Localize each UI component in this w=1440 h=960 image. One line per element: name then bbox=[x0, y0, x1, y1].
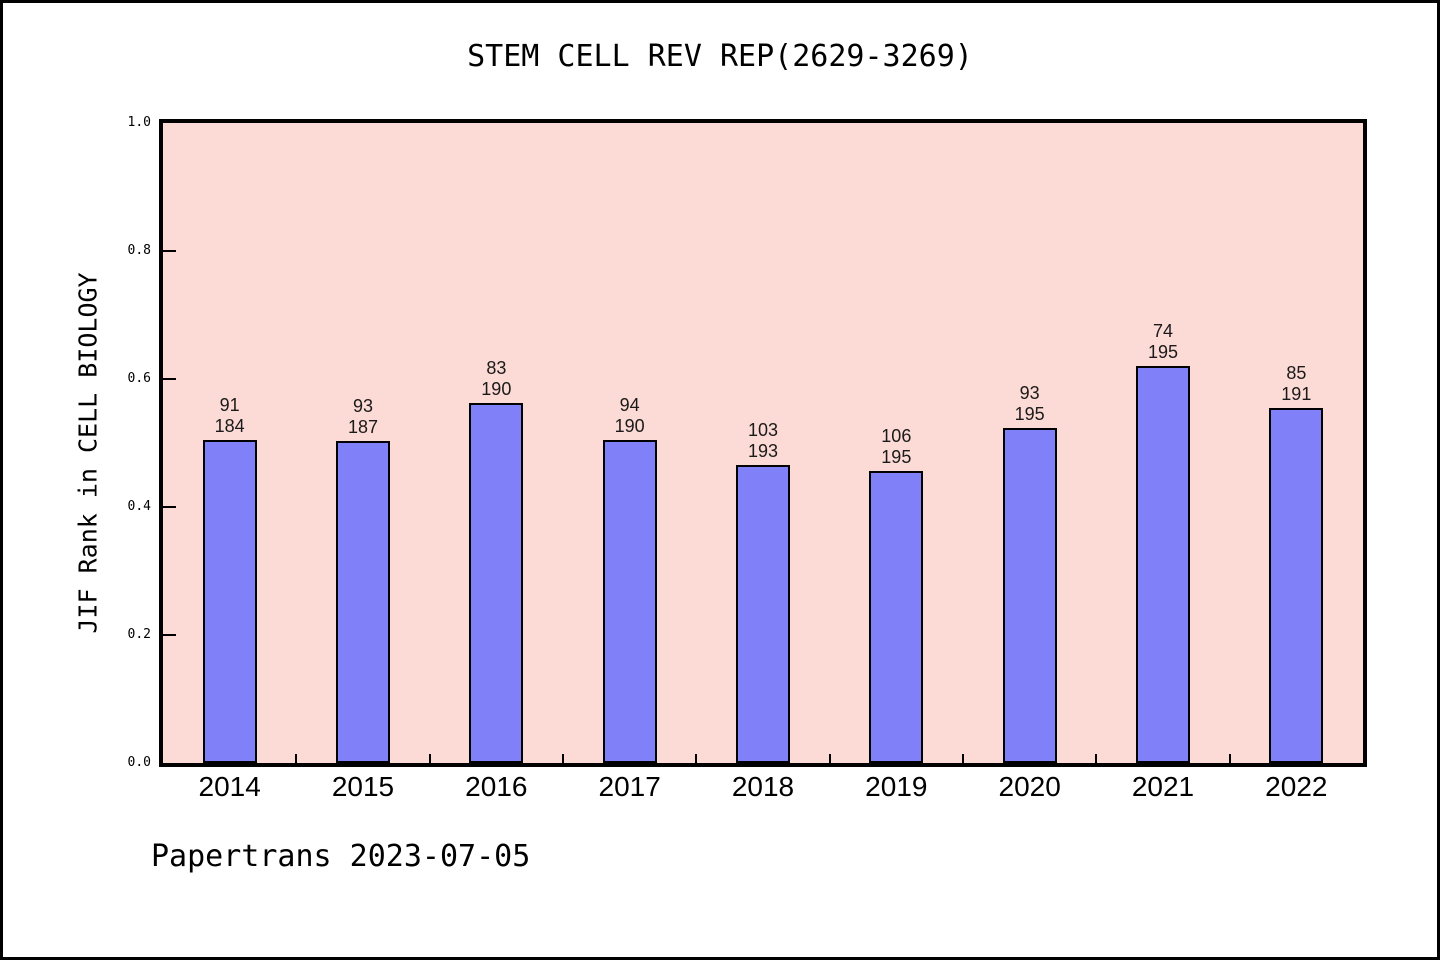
bar bbox=[202, 440, 257, 763]
y-tick-label: 0.0 bbox=[127, 755, 151, 770]
x-category-label: 2019 bbox=[865, 771, 928, 802]
x-category-label: 2022 bbox=[1265, 771, 1328, 802]
bar-annotation: 103 193 bbox=[718, 420, 808, 462]
x-category-label: 2017 bbox=[598, 771, 661, 802]
y-tick-mark bbox=[163, 378, 176, 380]
bar bbox=[869, 471, 924, 763]
x-category-label: 2018 bbox=[731, 771, 795, 802]
bar bbox=[1269, 408, 1324, 763]
bar-annotation-rank: 93 bbox=[352, 396, 374, 416]
bar bbox=[602, 440, 657, 763]
bar-annotation-rank: 91 bbox=[219, 395, 240, 415]
bar-annotation: 85 191 bbox=[1251, 363, 1341, 405]
bar-annotation-total: 190 bbox=[481, 379, 512, 399]
y-axis-label: JIF Rank in CELL BIOLOGY bbox=[73, 272, 103, 634]
y-tick-mark bbox=[163, 506, 176, 508]
bar-annotation-rank: 85 bbox=[1286, 363, 1307, 383]
bar-annotation-rank: 74 bbox=[1152, 321, 1174, 341]
bar-annotation-rank: 93 bbox=[1019, 383, 1040, 403]
x-category-label: 2016 bbox=[465, 771, 528, 802]
bar-annotation: 106 195 bbox=[851, 426, 941, 468]
bar bbox=[1002, 428, 1057, 763]
x-minor-tick-mark bbox=[1228, 754, 1231, 763]
y-tick-label: 1.0 bbox=[127, 115, 151, 130]
bar-annotation: 91 184 bbox=[185, 395, 275, 437]
bar bbox=[336, 441, 390, 763]
bar bbox=[1136, 366, 1190, 763]
bar-annotation: 93 195 bbox=[985, 383, 1075, 425]
x-minor-tick-mark bbox=[962, 754, 964, 763]
bar-annotation-total: 191 bbox=[1281, 384, 1312, 404]
bar-annotation: 83 190 bbox=[451, 358, 541, 400]
y-tick-label: 0.4 bbox=[127, 499, 151, 514]
x-minor-tick-mark bbox=[828, 754, 831, 763]
x-minor-tick-mark bbox=[428, 754, 431, 763]
x-category-label: 2020 bbox=[998, 771, 1061, 802]
x-minor-tick-mark bbox=[295, 754, 298, 763]
y-tick-label: 0.6 bbox=[127, 371, 151, 386]
bar-annotation-rank: 106 bbox=[881, 426, 912, 446]
bar-annotation-total: 190 bbox=[614, 416, 645, 436]
bar-annotation-total: 187 bbox=[347, 417, 379, 437]
bar-annotation-rank: 103 bbox=[747, 420, 779, 440]
bar-annotation-total: 195 bbox=[1014, 404, 1045, 424]
bar-annotation: 94 190 bbox=[585, 395, 675, 437]
bar-annotation-total: 195 bbox=[1147, 342, 1179, 362]
x-minor-tick-mark bbox=[1095, 754, 1098, 763]
y-tick-mark bbox=[163, 250, 176, 252]
bar bbox=[736, 465, 790, 763]
bar-annotation: 74 195 bbox=[1118, 321, 1208, 363]
y-tick-label: 0.2 bbox=[127, 627, 151, 642]
bar bbox=[469, 403, 524, 763]
x-minor-tick-mark bbox=[562, 754, 564, 763]
bar-annotation-total: 184 bbox=[214, 416, 245, 436]
x-category-label: 2014 bbox=[198, 771, 261, 802]
bar-annotation: 93 187 bbox=[318, 396, 408, 438]
bar-annotation-rank: 83 bbox=[486, 358, 507, 378]
chart-title: STEM CELL REV REP(2629-3269) bbox=[467, 39, 973, 74]
y-tick-label: 0.8 bbox=[127, 243, 151, 258]
bar-annotation-total: 193 bbox=[747, 441, 779, 461]
bar-annotation-rank: 94 bbox=[619, 395, 640, 415]
plot-area: 0.0 0.2 0.4 0.6 0.8 1.0 91 184 93 187 83 190 94 190 1… bbox=[128, 115, 1367, 802]
x-category-label: 2021 bbox=[1131, 771, 1195, 802]
watermark-text: Papertrans 2023-07-05 bbox=[151, 839, 531, 874]
x-category-label: 2015 bbox=[331, 771, 395, 802]
y-tick-mark bbox=[163, 634, 176, 636]
bar-annotation-total: 195 bbox=[881, 447, 912, 467]
x-minor-tick-mark bbox=[695, 754, 698, 763]
